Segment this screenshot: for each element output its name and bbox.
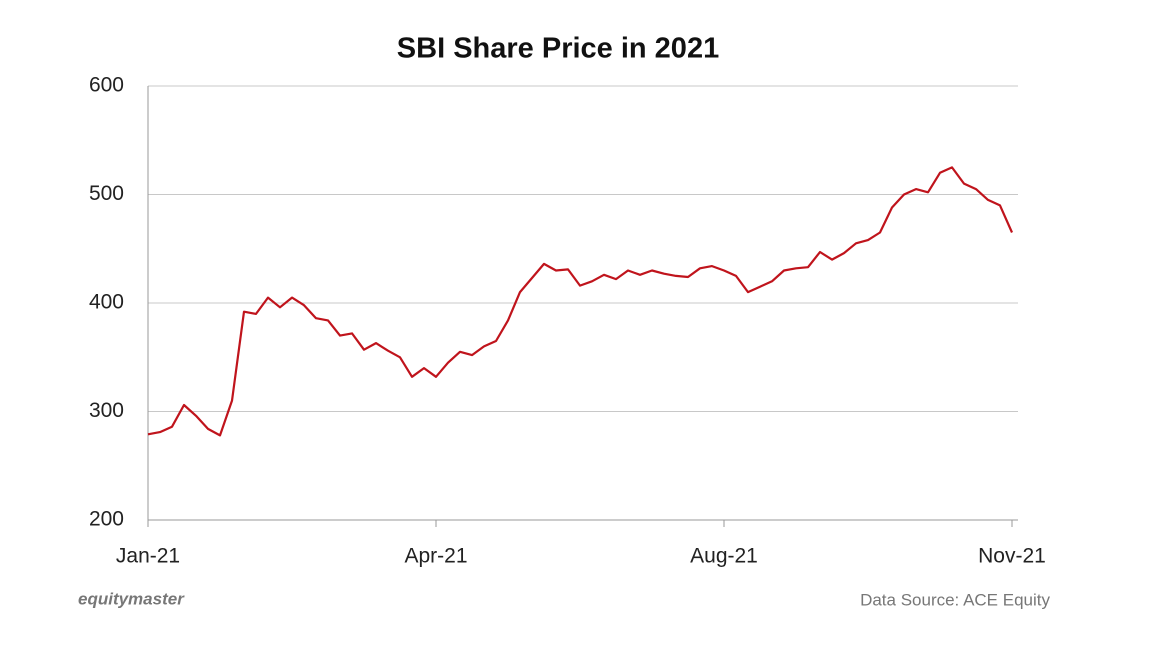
- x-tick-label: Nov-21: [978, 545, 1046, 568]
- x-tick-label: Jan-21: [116, 545, 180, 568]
- source: Data Source: ACE Equity: [860, 590, 1050, 609]
- y-tick-label: 200: [89, 508, 124, 531]
- brand: equitymaster: [78, 589, 185, 608]
- y-tick-label: 300: [89, 399, 124, 422]
- x-tick-label: Apr-21: [404, 545, 467, 568]
- price-line: [147, 166, 1014, 437]
- y-tick-label: 600: [89, 74, 124, 97]
- y-tick-label: 500: [89, 182, 124, 205]
- x-tick-label: Aug-21: [690, 545, 758, 568]
- y-tick-label: 400: [89, 291, 124, 314]
- chart-title: SBI Share Price in 2021: [397, 33, 719, 65]
